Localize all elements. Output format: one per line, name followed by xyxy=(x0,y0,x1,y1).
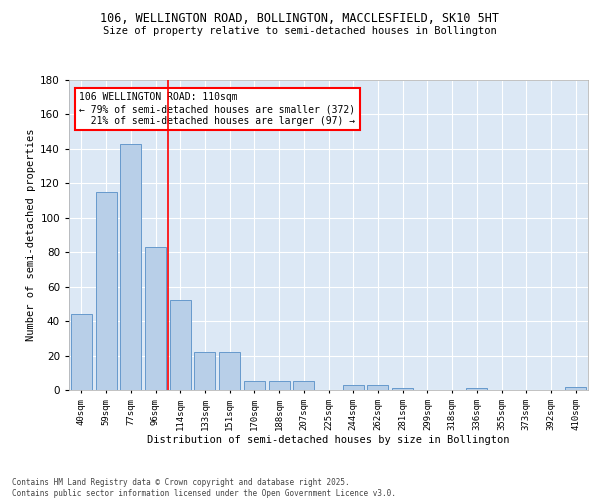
Bar xyxy=(269,382,290,390)
Text: 106 WELLINGTON ROAD: 110sqm
← 79% of semi-detached houses are smaller (372)
  21: 106 WELLINGTON ROAD: 110sqm ← 79% of sem… xyxy=(79,92,356,126)
Bar xyxy=(392,388,413,390)
Bar xyxy=(95,192,116,390)
Bar xyxy=(244,382,265,390)
Bar xyxy=(120,144,141,390)
Text: 106, WELLINGTON ROAD, BOLLINGTON, MACCLESFIELD, SK10 5HT: 106, WELLINGTON ROAD, BOLLINGTON, MACCLE… xyxy=(101,12,499,26)
Bar xyxy=(194,352,215,390)
Bar xyxy=(343,385,364,390)
Bar xyxy=(565,386,586,390)
Bar xyxy=(145,247,166,390)
Bar xyxy=(367,385,388,390)
Bar xyxy=(219,352,240,390)
Text: Size of property relative to semi-detached houses in Bollington: Size of property relative to semi-detach… xyxy=(103,26,497,36)
Bar xyxy=(466,388,487,390)
Bar xyxy=(71,314,92,390)
X-axis label: Distribution of semi-detached houses by size in Bollington: Distribution of semi-detached houses by … xyxy=(147,436,510,446)
Y-axis label: Number of semi-detached properties: Number of semi-detached properties xyxy=(26,128,36,341)
Bar xyxy=(293,382,314,390)
Bar xyxy=(170,300,191,390)
Text: Contains HM Land Registry data © Crown copyright and database right 2025.
Contai: Contains HM Land Registry data © Crown c… xyxy=(12,478,396,498)
